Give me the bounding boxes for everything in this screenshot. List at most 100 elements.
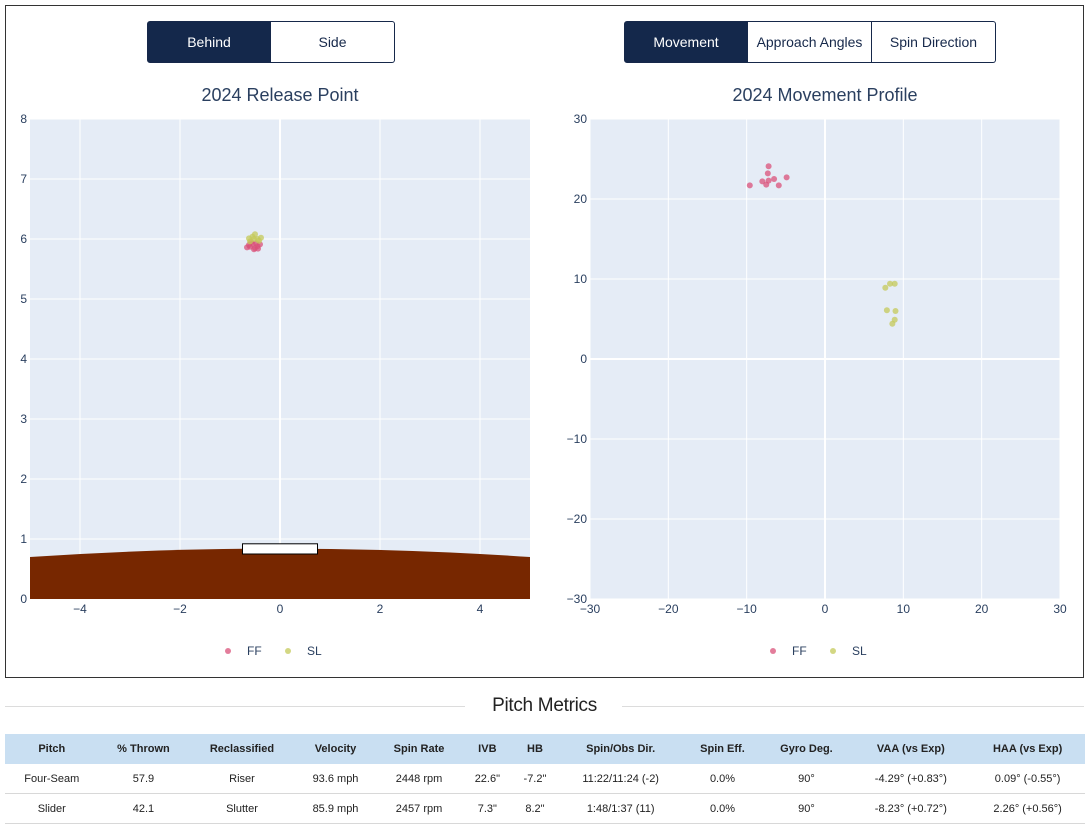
y-tick-label: 6 — [20, 232, 27, 246]
x-tick-label: −2 — [173, 602, 187, 616]
column-header[interactable]: Velocity — [295, 734, 376, 764]
chart-title: 2024 Movement Profile — [732, 85, 917, 105]
y-tick-label: 0 — [580, 352, 587, 366]
column-header[interactable]: HB — [512, 734, 558, 764]
x-tick-label: 2 — [377, 602, 384, 616]
x-tick-label: −10 — [736, 602, 757, 616]
pitching-rubber — [242, 543, 318, 555]
data-point-sl — [256, 237, 262, 244]
movement-button[interactable]: Movement — [624, 21, 748, 63]
y-tick-label: 30 — [574, 112, 588, 126]
column-header[interactable]: Spin Rate — [375, 734, 463, 764]
column-header[interactable]: Gyro Deg. — [761, 734, 852, 764]
table-cell: Riser — [188, 764, 296, 794]
table-cell: 2448 rpm — [375, 764, 463, 794]
legend-marker-ff — [225, 648, 231, 654]
data-point-ff — [765, 163, 772, 170]
y-tick-label: 4 — [20, 352, 27, 366]
table-cell: Four-Seam — [5, 764, 99, 794]
data-point-ff — [244, 244, 250, 251]
pitchers-mound — [30, 548, 530, 599]
table-cell: 0.09° (-0.55°) — [970, 764, 1085, 794]
table-cell: 42.1 — [98, 793, 189, 824]
legend-label-ff: FF — [247, 644, 262, 658]
data-point-sl — [882, 284, 889, 291]
table-cell: 7.3" — [462, 793, 513, 824]
data-point-sl — [883, 307, 890, 314]
table-row: Four-Seam 57.9 Riser 93.6 mph 2448 rpm 22.6" -… — [5, 764, 1085, 794]
table-row: Slider 42.1 Slutter 85.9 mph 2457 rpm 7.3" 8.2… — [5, 793, 1085, 824]
column-header[interactable]: Spin Eff. — [683, 734, 762, 764]
divider — [5, 706, 465, 707]
release-point-chart: 2024 Release Point −4 −2 0 2 4 0 1 2 3 4 5 6 7 8 FF SL — [20, 85, 530, 658]
y-tick-label: −30 — [567, 592, 588, 606]
table-cell: -7.2" — [512, 764, 558, 794]
data-point-ff — [746, 182, 753, 189]
data-point-ff — [775, 182, 782, 189]
table-cell: 85.9 mph — [295, 793, 376, 824]
table-cell: 0.0% — [683, 793, 762, 824]
pitch-metrics-title: Pitch Metrics — [492, 695, 597, 716]
chart-title: 2024 Release Point — [201, 85, 358, 105]
data-point-sl — [891, 280, 898, 287]
y-tick-label: 7 — [20, 172, 27, 186]
y-tick-label: 2 — [20, 472, 27, 486]
table-cell: 93.6 mph — [295, 764, 376, 794]
column-header[interactable]: % Thrown — [98, 734, 189, 764]
x-tick-label: −30 — [580, 602, 601, 616]
column-header[interactable]: HAA (vs Exp) — [970, 734, 1085, 764]
table-cell: 22.6" — [462, 764, 513, 794]
table-cell: 2457 rpm — [375, 793, 463, 824]
legend-label-sl: SL — [852, 644, 867, 658]
table-cell: Slutter — [188, 793, 296, 824]
spin-direction-button[interactable]: Spin Direction — [872, 21, 996, 63]
table-cell: 0.0% — [683, 764, 762, 794]
table-cell: 90° — [761, 793, 852, 824]
x-tick-label: 10 — [897, 602, 911, 616]
column-header[interactable]: IVB — [462, 734, 513, 764]
column-header[interactable]: Reclassified — [188, 734, 296, 764]
release-view-toggle: Behind Side — [147, 21, 395, 63]
table-header-row: Pitch% Thrown Reclassified Velocity Spin Ra… — [5, 734, 1085, 764]
column-header[interactable]: Pitch — [5, 734, 99, 764]
y-tick-label: 0 — [20, 592, 27, 606]
data-point-ff — [764, 170, 771, 177]
x-tick-label: 20 — [975, 602, 989, 616]
y-tick-label: −20 — [567, 512, 588, 526]
x-tick-label: 30 — [1053, 602, 1067, 616]
approach-angles-button[interactable]: Approach Angles — [748, 21, 872, 63]
movement-view-toggle: Movement Approach Angles Spin Direction — [624, 21, 996, 63]
table-cell: 8.2" — [512, 793, 558, 824]
table-cell: 11:22/11:24 (-2) — [557, 764, 684, 794]
pitch-metrics-table: Pitch% Thrown Reclassified Velocity Spin Ra… — [5, 734, 1085, 824]
data-point-sl — [252, 231, 258, 238]
table-cell: 2.26° (+0.56°) — [970, 793, 1085, 824]
data-point-sl — [892, 308, 899, 314]
y-tick-label: 5 — [20, 292, 27, 306]
legend-label-ff: FF — [792, 644, 807, 658]
x-tick-label: −4 — [73, 602, 87, 616]
data-point-ff — [771, 176, 778, 182]
data-point-ff — [765, 177, 772, 184]
y-tick-label: −10 — [567, 432, 588, 446]
column-header[interactable]: VAA (vs Exp) — [851, 734, 971, 764]
x-tick-label: 4 — [477, 602, 484, 616]
legend-label-sl: SL — [307, 644, 322, 658]
side-button[interactable]: Side — [271, 21, 395, 63]
table-cell: Slider — [5, 793, 99, 824]
y-tick-label: 3 — [20, 412, 27, 426]
divider — [622, 706, 1084, 707]
column-header[interactable]: Spin/Obs Dir. — [557, 734, 684, 764]
behind-button[interactable]: Behind — [147, 21, 271, 63]
table-cell: 90° — [761, 764, 852, 794]
x-tick-label: 0 — [822, 602, 829, 616]
pitch-metrics-header: Pitch Metrics — [5, 692, 1084, 722]
y-tick-label: 1 — [20, 532, 27, 546]
legend-marker-sl — [285, 648, 291, 654]
table-cell: -8.23° (+0.72°) — [851, 793, 971, 824]
y-tick-label: 20 — [574, 192, 588, 206]
y-tick-label: 10 — [574, 272, 588, 286]
y-tick-label: 8 — [20, 112, 27, 126]
table-cell: -4.29° (+0.83°) — [851, 764, 971, 794]
table-cell: 57.9 — [98, 764, 189, 794]
